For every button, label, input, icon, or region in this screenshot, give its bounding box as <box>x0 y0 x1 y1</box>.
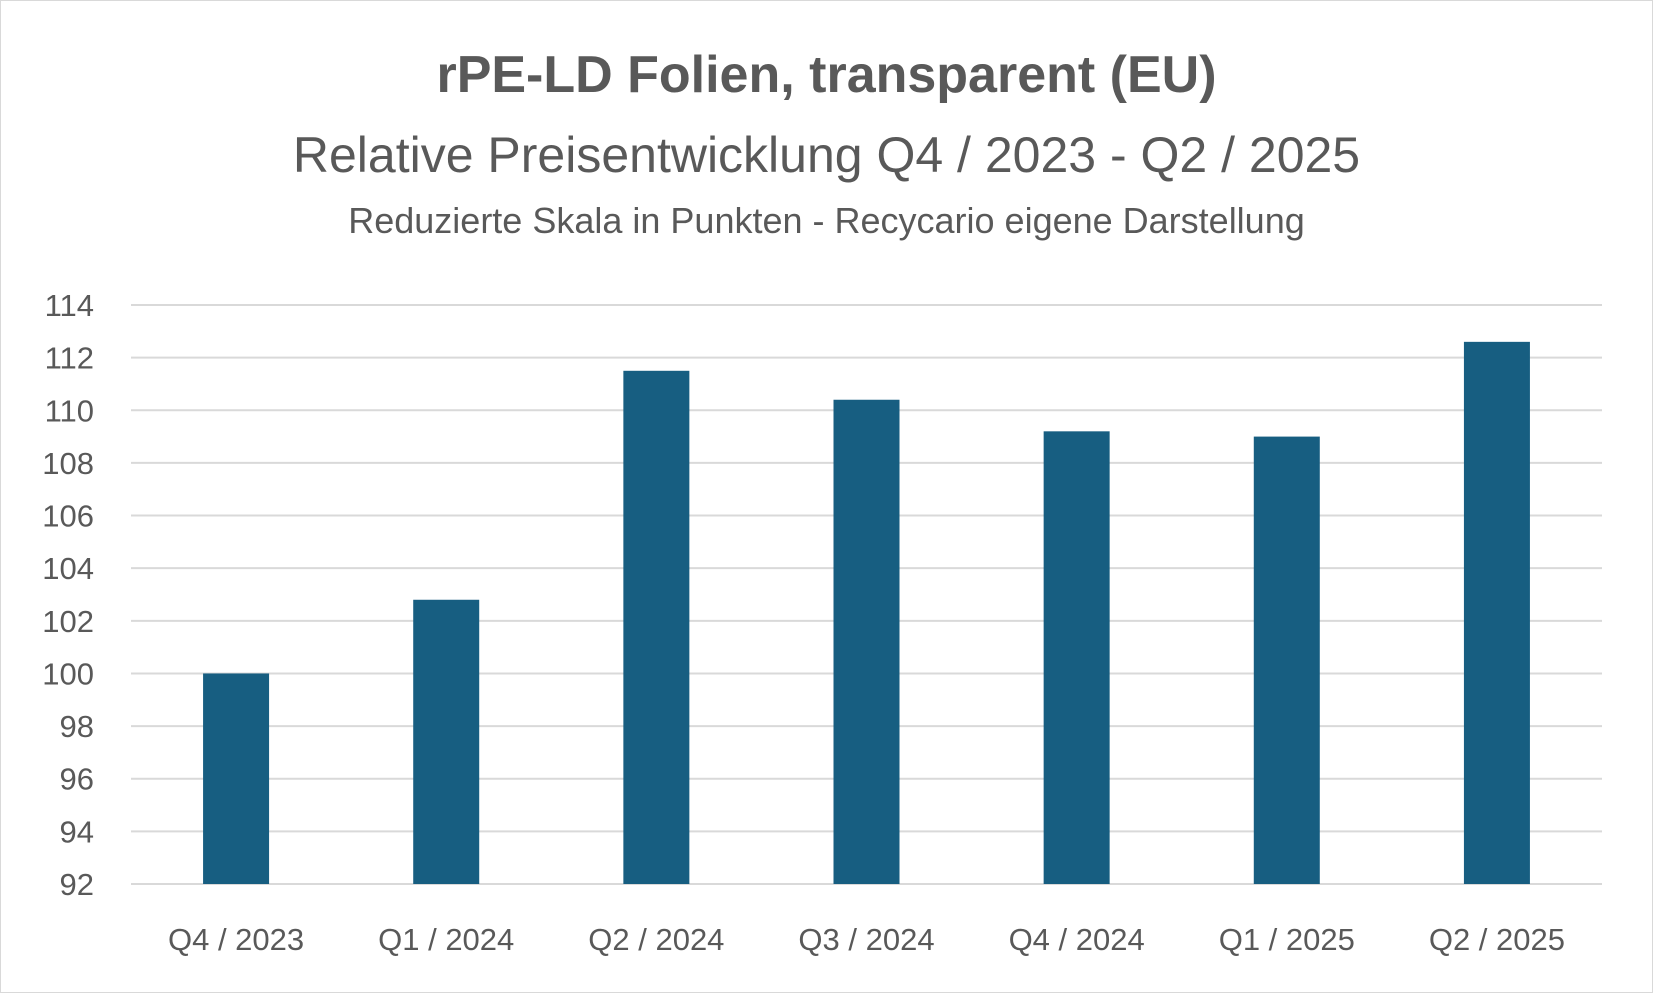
x-tick-label: Q3 / 2024 <box>798 922 934 957</box>
y-tick-label: 112 <box>45 341 94 376</box>
chart-note: Reduzierte Skala in Punkten - Recycario … <box>348 200 1305 241</box>
bar <box>413 599 480 884</box>
x-tick-label: Q4 / 2023 <box>168 922 304 957</box>
y-tick-label: 98 <box>60 709 94 744</box>
x-tick-label: Q1 / 2025 <box>1219 922 1355 957</box>
y-tick-label: 94 <box>60 814 94 849</box>
bar <box>623 370 690 885</box>
y-tick-label: 100 <box>42 656 94 691</box>
x-tick-label: Q2 / 2025 <box>1429 922 1565 957</box>
y-tick-label: 114 <box>45 288 94 323</box>
chart-subtitle: Relative Preisentwicklung Q4 / 2023 - Q2… <box>292 127 1361 183</box>
chart-title: rPE-LD Folien, transparent (EU) <box>436 46 1217 104</box>
bar <box>833 399 900 884</box>
bar <box>203 673 270 884</box>
y-axis-tick-labels: 92 94 96 98 100 102 104 106 108 110 112 114 <box>42 288 94 902</box>
x-axis-tick-labels: Q4 / 2023 Q1 / 2024 Q2 / 2024 Q3 / 2024 Q4 /… <box>168 922 1565 957</box>
y-tick-label: 96 <box>60 762 94 797</box>
y-tick-label: 102 <box>42 604 94 639</box>
x-tick-label: Q4 / 2024 <box>1009 922 1145 957</box>
y-tick-label: 106 <box>42 499 94 534</box>
bar <box>1043 431 1110 884</box>
y-tick-label: 92 <box>60 867 94 902</box>
x-tick-label: Q1 / 2024 <box>378 922 514 957</box>
y-tick-label: 104 <box>42 551 94 586</box>
bars <box>203 341 1530 885</box>
bar <box>1463 341 1530 884</box>
bar <box>1253 436 1320 884</box>
x-tick-label: Q2 / 2024 <box>588 922 724 957</box>
y-tick-label: 108 <box>42 446 94 481</box>
y-tick-label: 110 <box>45 393 94 428</box>
